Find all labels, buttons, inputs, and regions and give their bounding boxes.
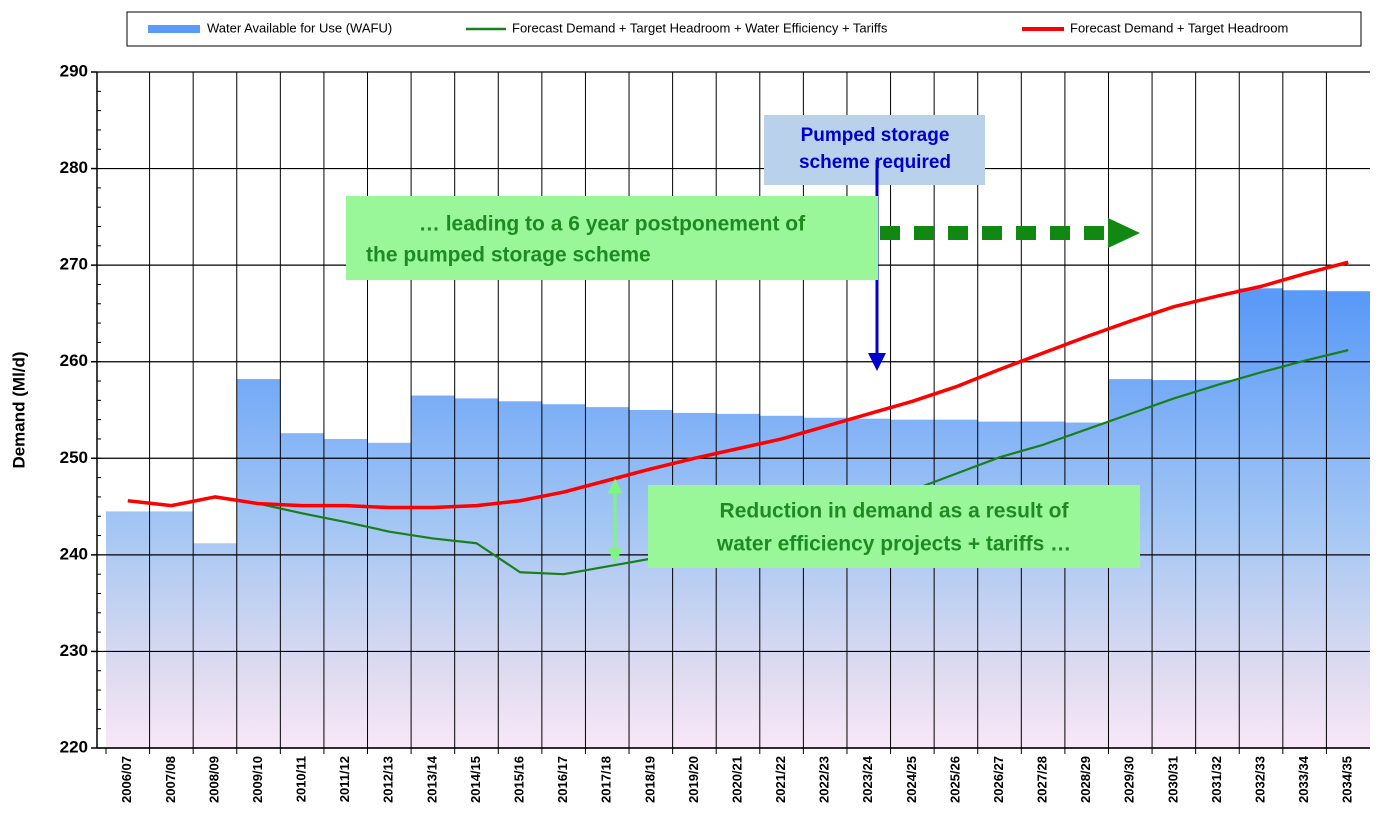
x-tick-label: 2023/24 bbox=[860, 755, 875, 803]
bar bbox=[977, 421, 1022, 748]
annotation: Pumped storage bbox=[801, 125, 950, 146]
x-tick-label: 2022/23 bbox=[817, 756, 832, 803]
bar bbox=[1021, 421, 1065, 748]
bar bbox=[193, 543, 237, 748]
bar bbox=[1195, 380, 1240, 748]
x-tick-label: 2028/29 bbox=[1078, 756, 1093, 803]
x-tick-label: 2031/32 bbox=[1209, 756, 1224, 803]
bar bbox=[541, 404, 586, 748]
bar bbox=[323, 438, 368, 748]
x-tick-label: 2012/13 bbox=[381, 756, 396, 803]
bar bbox=[454, 398, 499, 748]
legend-swatch bbox=[148, 25, 200, 33]
bar bbox=[585, 407, 630, 748]
x-tick-label: 2011/12 bbox=[337, 756, 352, 802]
x-tick-label: 2025/26 bbox=[947, 756, 962, 803]
legend-label: Forecast Demand + Target Headroom bbox=[1070, 20, 1288, 35]
line bbox=[127, 260, 1349, 510]
bar bbox=[1282, 290, 1327, 748]
x-tick-label: 2032/33 bbox=[1252, 756, 1267, 803]
bar bbox=[846, 418, 891, 748]
bar bbox=[367, 442, 412, 748]
arrow-head bbox=[1108, 218, 1140, 248]
bar bbox=[236, 379, 281, 748]
bar bbox=[629, 410, 673, 748]
y-tick-label: 220 bbox=[60, 737, 88, 756]
y-tick-label: 230 bbox=[60, 641, 88, 660]
annotation-box bbox=[346, 196, 878, 280]
x-tick-label: 2026/27 bbox=[991, 756, 1006, 803]
bar bbox=[890, 419, 935, 748]
x-tick-label: 2021/22 bbox=[773, 756, 788, 803]
plot: 220 230 240 250 260 270 280 290 2006/07 2007/08 20… bbox=[60, 61, 1370, 803]
x-tick-label: 2006/07 bbox=[119, 756, 134, 803]
x-tick-label: 2008/09 bbox=[206, 756, 221, 803]
annotation: scheme required bbox=[799, 152, 951, 173]
bar bbox=[1064, 422, 1109, 748]
y-tick-label: 270 bbox=[60, 255, 88, 274]
bar bbox=[672, 412, 717, 748]
x-tick-label: 2015/16 bbox=[512, 756, 527, 803]
y-axis-label: Demand (Ml/d) bbox=[9, 351, 28, 468]
annotation-box bbox=[648, 485, 1140, 568]
bar bbox=[759, 415, 804, 748]
y-tick-label: 250 bbox=[60, 448, 88, 467]
y-tick-label: 280 bbox=[60, 158, 88, 177]
annotations: Pumped storage scheme required … leading… bbox=[346, 115, 1140, 568]
x-tick-label: 2024/25 bbox=[904, 756, 919, 803]
bar bbox=[1152, 380, 1196, 748]
annotation: … leading to a 6 year postponement of bbox=[419, 213, 806, 236]
x-tick-label: 2027/28 bbox=[1035, 756, 1050, 803]
bar bbox=[1239, 288, 1283, 748]
x-tick-label: 2014/15 bbox=[468, 756, 483, 803]
x-tick-label: 2016/17 bbox=[555, 756, 570, 803]
x-tick-label: 2030/31 bbox=[1165, 756, 1180, 803]
x-tick-label: 2009/10 bbox=[250, 756, 265, 803]
bar bbox=[280, 433, 324, 748]
bar bbox=[411, 395, 455, 748]
x-tick-label: 2034/35 bbox=[1340, 756, 1355, 803]
bar bbox=[106, 511, 150, 748]
y-tick-label: 260 bbox=[60, 351, 88, 370]
x-tick-label: 2033/34 bbox=[1296, 755, 1311, 803]
x-tick-label: 2017/18 bbox=[599, 756, 614, 803]
x-tick-label: 2029/30 bbox=[1122, 756, 1137, 803]
legend-label: Water Available for Use (WAFU) bbox=[207, 20, 392, 35]
bar bbox=[149, 511, 194, 748]
legend-box bbox=[126, 11, 1362, 47]
x-tick-label: 2010/11 bbox=[294, 756, 309, 802]
annotation: water efficiency projects + tariffs … bbox=[716, 533, 1071, 556]
bar bbox=[803, 417, 847, 748]
x-tick-label: 2013/14 bbox=[424, 755, 439, 803]
y-tick-label: 240 bbox=[60, 544, 88, 563]
bar bbox=[716, 413, 760, 748]
bar bbox=[1326, 291, 1370, 748]
x-tick-label: 2007/08 bbox=[163, 756, 178, 803]
bar bbox=[498, 401, 542, 748]
annotation: the pumped storage scheme bbox=[366, 244, 651, 267]
x-tick-label: 2019/20 bbox=[686, 756, 701, 803]
legend-label: Forecast Demand + Target Headroom + Wate… bbox=[512, 20, 888, 35]
x-tick-label: 2020/21 bbox=[729, 756, 744, 803]
legend: Water Available for Use (WAFU) Forecast … bbox=[126, 11, 1362, 47]
x-tick-label: 2018/19 bbox=[642, 756, 657, 803]
annotation: Reduction in demand as a result of bbox=[720, 500, 1070, 523]
annotation-box bbox=[764, 115, 985, 185]
y-tick-label: 290 bbox=[60, 61, 88, 80]
